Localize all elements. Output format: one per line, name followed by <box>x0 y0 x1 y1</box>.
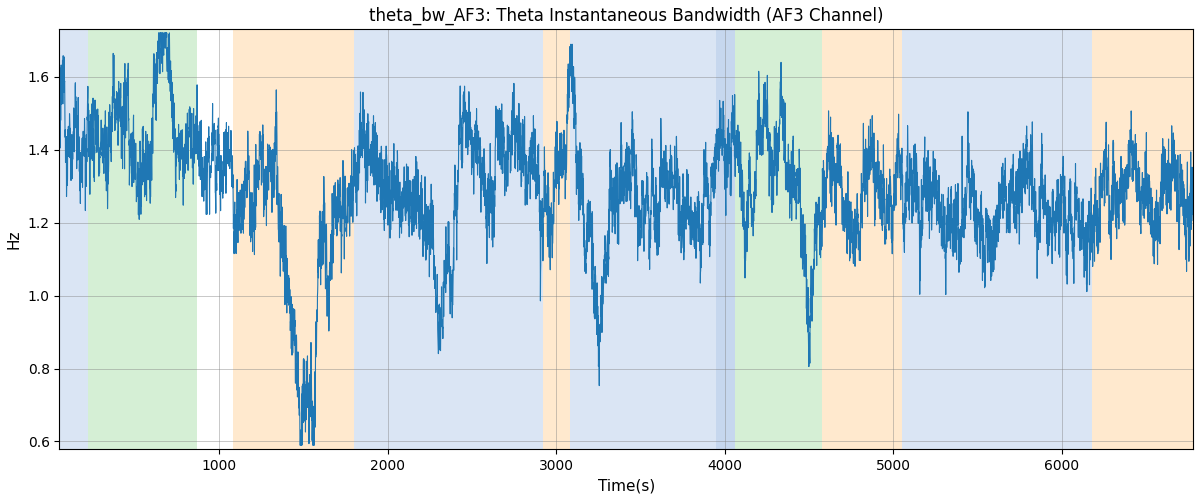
Bar <box>1092 30 1193 449</box>
Bar <box>716 30 734 449</box>
Bar <box>542 30 570 449</box>
Title: theta_bw_AF3: Theta Instantaneous Bandwidth (AF3 Channel): theta_bw_AF3: Theta Instantaneous Bandwi… <box>368 7 883 25</box>
Bar <box>570 30 716 449</box>
Bar <box>822 30 901 449</box>
Bar <box>233 30 354 449</box>
X-axis label: Time(s): Time(s) <box>598 478 655 493</box>
Bar <box>901 30 1092 449</box>
Y-axis label: Hz: Hz <box>7 230 22 249</box>
Bar <box>734 30 822 449</box>
Bar <box>354 30 542 449</box>
Bar <box>88 30 198 449</box>
Bar <box>59 30 88 449</box>
